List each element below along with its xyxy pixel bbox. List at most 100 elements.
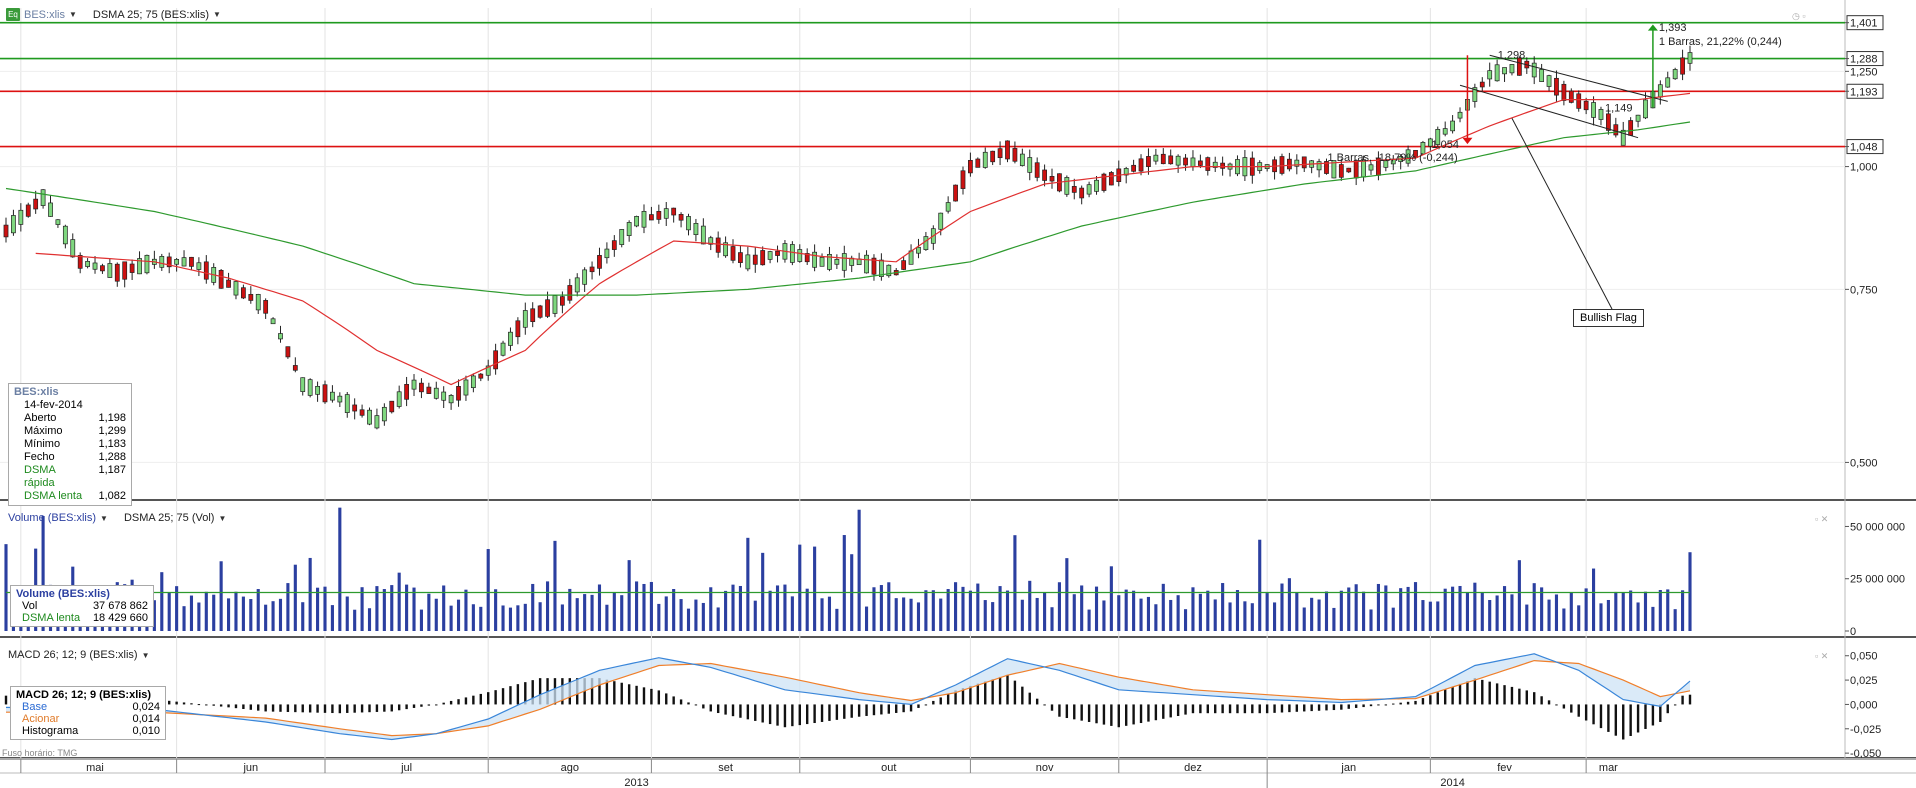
macd-histogram-bar xyxy=(412,704,416,708)
macd-histogram-bar xyxy=(1013,680,1017,705)
macd-histogram-bar xyxy=(449,700,453,705)
macd-histogram-bar xyxy=(1622,704,1625,740)
macd-histogram-bar xyxy=(1340,704,1343,710)
candle-body xyxy=(827,254,832,270)
macd-histogram-bar xyxy=(1458,683,1462,705)
candle-body xyxy=(315,385,320,395)
candle-body xyxy=(500,342,506,356)
volume-panel-controls[interactable]: ▫ ✕ xyxy=(1815,514,1829,524)
candle-body xyxy=(574,277,580,293)
volume-bar xyxy=(375,586,379,631)
macd-histogram-bar xyxy=(1599,704,1603,729)
volume-bar xyxy=(568,588,572,631)
macd-tick-label: -0,025 xyxy=(1850,724,1881,736)
volume-bar xyxy=(1525,604,1529,631)
candle-body xyxy=(1287,158,1292,170)
volume-bar xyxy=(256,589,260,631)
volume-bar xyxy=(1154,604,1158,631)
macd-histogram-bar xyxy=(627,684,631,705)
macd-histogram-bar xyxy=(1562,704,1566,709)
candle-body xyxy=(122,261,128,280)
volume-bar xyxy=(642,583,646,631)
macd-histogram-bar xyxy=(1139,704,1143,724)
candle-body xyxy=(1220,162,1226,169)
candle-body xyxy=(582,269,588,285)
macd-histogram-bar xyxy=(1518,688,1521,705)
macd-histogram-bar xyxy=(249,704,253,710)
candle-body xyxy=(960,170,966,189)
candle-body xyxy=(18,209,24,225)
macd-histogram-bar xyxy=(516,684,520,705)
price-tick-label: 1,000 xyxy=(1850,162,1878,174)
info-label: Acionar xyxy=(22,713,60,725)
candle-body xyxy=(404,384,409,400)
panel-controls[interactable]: ◷ ▫ xyxy=(1792,11,1806,21)
volume-selector[interactable]: Volume (BES:xlis) xyxy=(8,512,97,524)
macd-histogram-bar xyxy=(1221,704,1224,714)
volume-bar xyxy=(308,557,312,631)
info-label: Base xyxy=(22,701,48,713)
macd-histogram-bar xyxy=(1503,685,1506,705)
macd-histogram-bar xyxy=(1414,700,1417,705)
candle-body xyxy=(374,415,380,429)
volume-bar xyxy=(887,582,891,631)
volume-bar xyxy=(405,584,409,631)
macd-histogram-bar xyxy=(835,704,839,720)
macd-histogram-bar xyxy=(761,704,764,723)
symbol-selector[interactable]: BES:xlis xyxy=(24,8,65,21)
indicator-selector[interactable]: DSMA 25; 75 (BES:xlis) xyxy=(92,8,210,21)
candle-body xyxy=(1108,172,1114,186)
candle-body xyxy=(25,204,31,217)
macd-panel-controls[interactable]: ▫ ✕ xyxy=(1815,651,1829,661)
candle-body xyxy=(114,263,120,282)
macd-histogram-bar xyxy=(479,693,482,705)
macd-histogram-bar xyxy=(494,690,497,705)
volume-bar xyxy=(701,602,705,631)
volume-bar xyxy=(1540,587,1544,631)
chevron-down-icon[interactable]: ▼ xyxy=(218,513,227,523)
candle-body xyxy=(1383,160,1389,168)
macd-histogram-bar xyxy=(1347,704,1350,709)
bullish-flag-label[interactable]: Bullish Flag xyxy=(1573,309,1644,327)
chevron-down-icon[interactable]: ▼ xyxy=(100,513,108,523)
candle-body xyxy=(1316,161,1322,171)
candle-body xyxy=(730,246,736,261)
flag-lower-line xyxy=(1459,84,1639,139)
candle-body xyxy=(166,256,172,268)
macd-histogram-bar xyxy=(716,704,720,714)
candle-body xyxy=(1657,84,1663,98)
volume-bar xyxy=(1339,590,1343,631)
candle-body xyxy=(1160,153,1166,165)
macd-histogram-bar xyxy=(435,704,438,706)
chevron-down-icon[interactable]: ▼ xyxy=(141,650,150,660)
candle-body xyxy=(797,249,803,262)
candle-body xyxy=(641,211,647,228)
macd-histogram-bar xyxy=(605,679,609,705)
volume-bar xyxy=(1139,598,1143,631)
candle-body xyxy=(1450,120,1455,132)
candle-body xyxy=(174,259,180,265)
macd-histogram-bar xyxy=(657,690,661,705)
macd-histogram-bar xyxy=(212,704,215,706)
macd-histogram-bar xyxy=(1533,692,1536,705)
macd-histogram-bar xyxy=(1406,701,1410,705)
volume-bar xyxy=(301,602,305,631)
candle-body xyxy=(1324,161,1329,174)
volume-bar xyxy=(864,606,869,631)
candle-body xyxy=(1643,99,1648,119)
candle-body xyxy=(255,294,261,311)
macd-histogram-bar xyxy=(1236,704,1239,714)
chevron-down-icon[interactable]: ▼ xyxy=(213,10,221,19)
volume-indicator-selector[interactable]: DSMA 25; 75 (Vol) xyxy=(123,512,215,524)
volume-bar xyxy=(427,593,431,631)
month-label: jul xyxy=(400,762,412,774)
candle-body xyxy=(767,251,773,260)
candle-body xyxy=(278,333,283,340)
macd-selector[interactable]: MACD 26; 12; 9 (BES:xlis) xyxy=(8,649,138,661)
macd-base-line xyxy=(5,653,1691,741)
volume-bar xyxy=(41,516,45,631)
macd-histogram-bar xyxy=(1570,704,1573,713)
chevron-down-icon[interactable]: ▼ xyxy=(68,10,77,19)
macd-histogram-bar xyxy=(1021,686,1024,705)
candle-body xyxy=(1197,160,1203,166)
